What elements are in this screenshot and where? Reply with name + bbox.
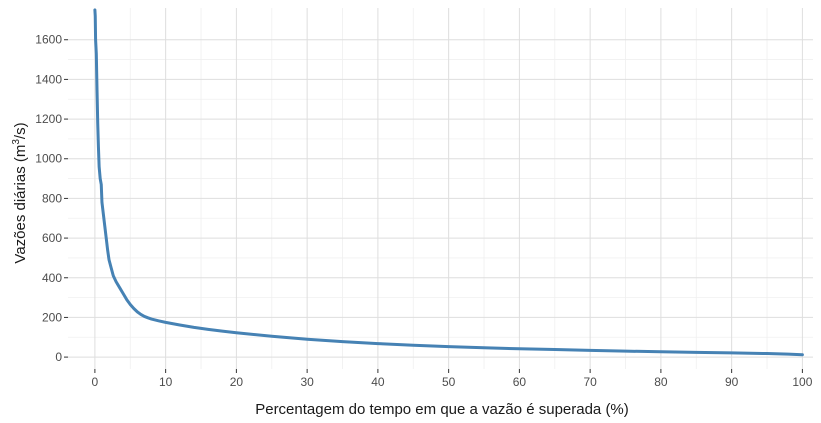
y-axis-title: Vazões diárias (m3/s) <box>11 122 29 263</box>
major-gridlines <box>68 8 813 369</box>
y-tick-label: 1400 <box>35 72 62 86</box>
x-axis-ticks: 0 10 20 30 40 50 60 70 80 90 100 <box>92 369 813 389</box>
x-tick-label: 100 <box>792 375 812 389</box>
y-tick-label: 800 <box>42 191 62 205</box>
x-tick-label: 50 <box>442 375 456 389</box>
y-axis-title-main: Vazões diárias (m <box>12 145 29 264</box>
y-axis-ticks: 0 200 400 600 800 1000 1200 1400 1600 <box>35 33 68 364</box>
x-tick-label: 90 <box>725 375 739 389</box>
y-tick-label: 1600 <box>35 33 62 47</box>
x-tick-label: 0 <box>92 375 99 389</box>
y-tick-label: 0 <box>55 350 62 364</box>
minor-gridlines <box>68 8 813 369</box>
x-tick-label: 40 <box>371 375 385 389</box>
series-layer <box>93 8 804 357</box>
y-tick-label: 600 <box>42 231 62 245</box>
y-tick-label: 200 <box>42 310 62 324</box>
x-tick-label: 30 <box>300 375 314 389</box>
x-tick-label: 70 <box>583 375 597 389</box>
y-tick-label: 400 <box>42 271 62 285</box>
y-tick-label: 1200 <box>35 112 62 126</box>
x-tick-label: 60 <box>513 375 527 389</box>
x-tick-label: 80 <box>654 375 668 389</box>
y-tick-label: 1000 <box>35 152 62 166</box>
y-axis-title-end: /s) <box>12 122 29 139</box>
x-tick-label: 20 <box>230 375 244 389</box>
flow-duration-line <box>93 8 804 357</box>
y-axis-title-superscript: 3 <box>11 139 22 145</box>
x-axis-title: Percentagem do tempo em que a vazão é su… <box>255 401 629 418</box>
x-tick-label: 10 <box>159 375 173 389</box>
